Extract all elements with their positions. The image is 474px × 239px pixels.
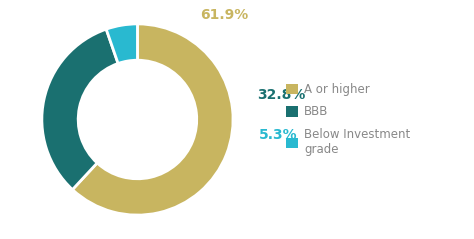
Text: 32.8%: 32.8% — [257, 88, 306, 102]
Wedge shape — [42, 29, 118, 190]
Text: 61.9%: 61.9% — [201, 8, 249, 22]
Wedge shape — [106, 24, 137, 64]
Wedge shape — [73, 24, 233, 215]
Text: 5.3%: 5.3% — [259, 128, 298, 142]
Legend: A or higher, BBB, Below Investment
grade: A or higher, BBB, Below Investment grade — [282, 78, 415, 161]
